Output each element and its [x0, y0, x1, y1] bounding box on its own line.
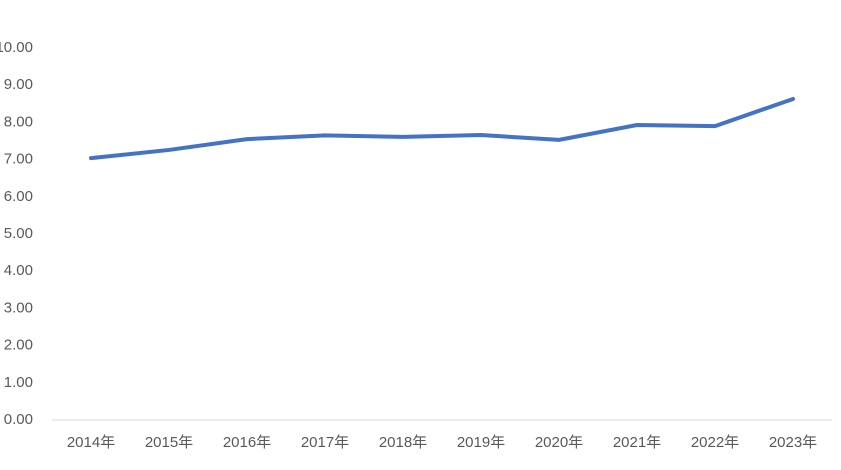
y-tick-label: 1.00 — [4, 374, 33, 391]
x-tick-label: 2018年 — [379, 434, 427, 451]
x-tick-label: 2021年 — [613, 434, 661, 451]
y-tick-label: 2.00 — [4, 337, 33, 354]
y-tick-label: 5.00 — [4, 225, 33, 242]
y-tick-label: 0.00 — [4, 411, 33, 428]
x-tick-label: 2019年 — [457, 434, 505, 451]
y-tick-label: 3.00 — [4, 299, 33, 316]
line — [89, 96, 795, 161]
x-tick-label: 2015年 — [145, 434, 193, 451]
y-tick-label: 7.00 — [4, 151, 33, 168]
x-tick-label: 2017年 — [301, 434, 349, 451]
y-tick-label: 6.00 — [4, 188, 33, 205]
y-tick-label: 9.00 — [4, 76, 33, 93]
x-tick-label: 2020年 — [535, 434, 583, 451]
x-tick-label: 2023年 — [769, 434, 817, 451]
x-tick-label: 2014年 — [67, 434, 115, 451]
y-tick-label: 8.00 — [4, 113, 33, 130]
x-tick-label: 2022年 — [691, 434, 739, 451]
y-tick-label: 4.00 — [4, 262, 33, 279]
x-tick-label: 2016年 — [223, 434, 271, 451]
y-tick-label: 10.00 — [0, 39, 33, 56]
